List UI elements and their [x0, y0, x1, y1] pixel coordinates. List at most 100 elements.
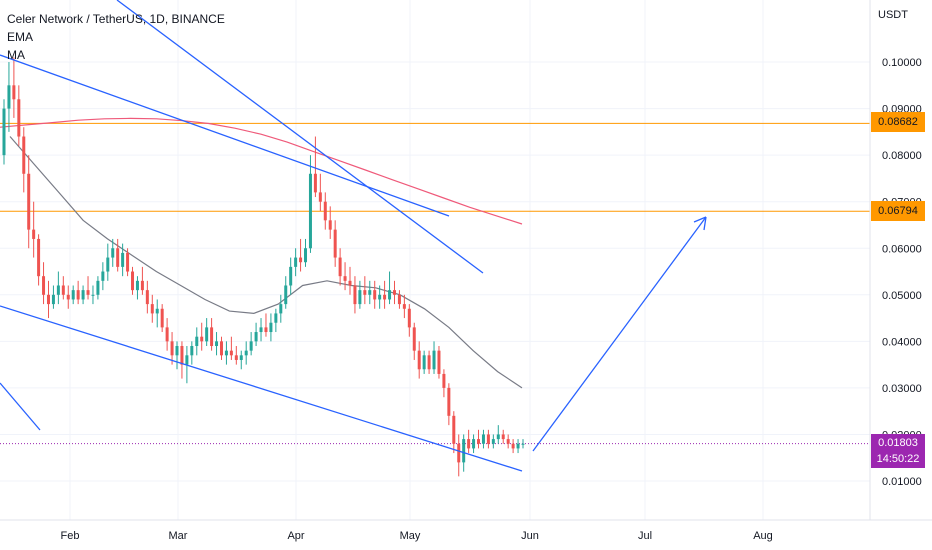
candle-body	[274, 313, 278, 323]
arrow-head-icon	[693, 216, 707, 231]
price-tick-label: 0.01000	[882, 476, 922, 488]
candle-body	[437, 350, 441, 374]
candle-body	[86, 290, 90, 295]
candle-body	[358, 290, 362, 305]
candle-body	[195, 336, 199, 347]
candle-body	[66, 294, 70, 300]
candle-body	[481, 434, 485, 444]
price-tick-label: 0.06000	[882, 243, 922, 255]
candle-body	[244, 350, 248, 356]
candle-body	[46, 294, 50, 305]
time-tick-label: Jun	[521, 530, 539, 542]
trendline	[0, 305, 523, 472]
candle-body	[506, 439, 510, 444]
candle-body	[140, 280, 144, 291]
candle-body	[442, 373, 446, 388]
candle-body	[22, 136, 26, 174]
trendline	[0, 382, 41, 431]
candle-body	[190, 346, 194, 356]
candle-body	[368, 290, 372, 295]
candle-body	[521, 443, 525, 445]
candle-body	[328, 220, 332, 230]
candle-body	[516, 443, 520, 449]
candle-body	[373, 290, 377, 300]
candle-body	[81, 290, 85, 300]
symbol-title[interactable]: Celer Network / TetherUS, 1D, BINANCE	[7, 12, 225, 26]
candle-body	[215, 341, 219, 347]
candle-body	[477, 439, 481, 444]
candle-body	[452, 415, 456, 444]
price-unit-label[interactable]: USDT	[878, 9, 908, 21]
candle-body	[135, 280, 139, 291]
candle-body	[343, 276, 347, 281]
candle-body	[2, 108, 6, 156]
candle-body	[467, 439, 471, 449]
trendline	[0, 54, 450, 217]
candle-body	[111, 248, 115, 258]
candle-body	[56, 285, 60, 295]
candle-body	[121, 252, 125, 267]
candle-body	[12, 85, 16, 100]
candle-body	[180, 346, 184, 365]
candle-body	[42, 276, 46, 295]
candle-body	[264, 327, 268, 333]
candle-body	[259, 327, 263, 333]
time-tick-label: Jul	[638, 530, 652, 542]
candle-body	[175, 346, 179, 356]
candle-body	[145, 290, 149, 305]
candle-body	[294, 257, 298, 267]
candle-body	[422, 355, 426, 370]
candle-body	[353, 285, 357, 305]
level-badge-lower: 0.06794	[871, 201, 925, 221]
candles	[2, 57, 525, 477]
candle-body	[496, 434, 500, 440]
candle-body	[239, 355, 243, 360]
horizontal-levels	[0, 122, 870, 445]
candle-body	[96, 280, 100, 295]
ma-line	[9, 136, 523, 389]
price-tick-label: 0.05000	[882, 290, 922, 302]
candle-body	[7, 85, 11, 109]
candle-body	[234, 355, 238, 360]
candle-body	[308, 173, 312, 249]
candle-body	[91, 294, 95, 296]
last-price-value: 0.01803	[878, 437, 918, 449]
candle-body	[472, 439, 476, 449]
candle-body	[61, 285, 65, 295]
candle-body	[126, 252, 130, 272]
candle-body	[32, 229, 36, 239]
candle-body	[71, 290, 75, 300]
indicator-ma-label[interactable]: MA	[7, 48, 25, 62]
time-tick-label: May	[400, 530, 421, 542]
candle-body	[491, 439, 495, 444]
candle-body	[106, 257, 110, 272]
candle-body	[363, 290, 367, 295]
candle-body	[284, 285, 288, 305]
candle-body	[486, 434, 490, 444]
candle-body	[224, 350, 228, 356]
candle-body	[304, 248, 308, 263]
candle-body	[150, 304, 154, 314]
price-tick-label: 0.04000	[882, 336, 922, 348]
price-tick-label: 0.03000	[882, 383, 922, 395]
time-tick-label: Apr	[287, 530, 304, 542]
time-tick-label: Feb	[61, 530, 80, 542]
candle-body	[229, 350, 233, 356]
candle-body	[511, 443, 515, 449]
candle-body	[165, 327, 169, 342]
candle-body	[269, 322, 273, 333]
candle-body	[397, 294, 401, 305]
candle-body	[462, 439, 466, 463]
candle-body	[299, 257, 303, 263]
candle-body	[289, 266, 293, 286]
trendline	[116, 0, 484, 274]
candle-body	[200, 336, 204, 342]
candle-body	[76, 290, 80, 300]
indicator-ema-label[interactable]: EMA	[7, 30, 34, 44]
candle-body	[417, 350, 421, 370]
last-price-badge: 0.01803 14:50:22	[871, 434, 925, 468]
time-axis-ticks: Feb Mar Apr May Jun Jul Aug	[61, 530, 773, 542]
candle-body	[323, 201, 327, 221]
candle-body	[388, 290, 392, 300]
